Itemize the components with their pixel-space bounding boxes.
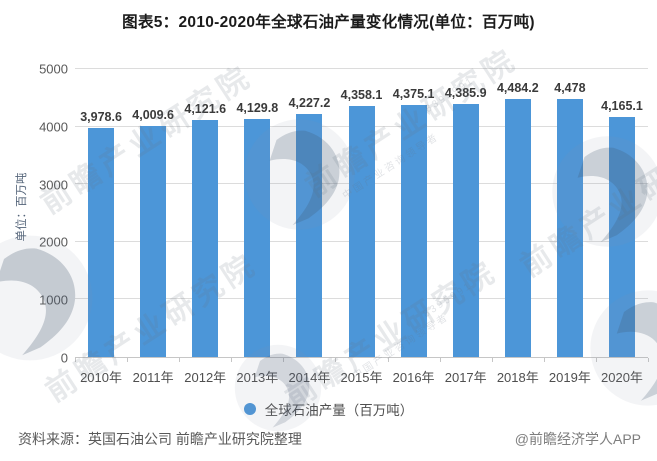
y-axis-tick-label: 4000: [39, 119, 68, 135]
x-axis-tick-label: 2016年: [392, 370, 435, 385]
plot-area: 3,978.6 4,009.6 4,121.6 4,129.8 4,227.2 4,358…: [75, 68, 649, 362]
bar-column: 4,009.6: [127, 69, 179, 357]
bar-column: 3,978.6: [75, 69, 127, 357]
x-axis-tick: [595, 358, 597, 362]
bar-value-label: 3,978.6: [80, 109, 122, 124]
x-axis-tick-label: 2012年: [184, 370, 227, 385]
bar-value-label: 4,009.6: [132, 108, 174, 123]
bar: [608, 117, 635, 357]
bar-value-label: 4,121.6: [184, 101, 227, 116]
x-axis-tick: [231, 358, 233, 362]
x-axis-tick: [283, 358, 285, 362]
bar: [504, 98, 531, 357]
x-axis-labels: 2010年 2011年 2012年 2013年 2014年 2015年 2016年 2017年…: [75, 367, 648, 386]
y-axis-tick-label: 1000: [39, 292, 68, 308]
x-axis-tick: [127, 358, 129, 362]
bar: [556, 99, 583, 357]
y-axis-tick-label: 3000: [39, 177, 68, 193]
bar: [140, 126, 167, 357]
bar-value-label: 4,375.1: [392, 87, 435, 101]
x-axis-tick-label: 2020年: [601, 370, 643, 385]
bar-column: 4,385.9: [440, 69, 492, 357]
x-axis-tick: [543, 358, 545, 362]
x-axis-tick-label: 2015年: [340, 370, 383, 385]
x-axis-tick: [75, 358, 76, 362]
legend-label: 全球石油产量（百万吨）: [264, 403, 414, 418]
bar: [296, 113, 323, 357]
bar-column: 4,478: [544, 69, 596, 357]
x-axis-tick: [491, 358, 493, 362]
x-axis-tick-label: 2014年: [288, 370, 331, 385]
bar: [348, 105, 375, 357]
bars-container: 3,978.6 4,009.6 4,121.6 4,129.8 4,227.2 4,358…: [75, 69, 648, 357]
bar-column: 4,484.2: [492, 69, 544, 357]
y-axis-tick-label: 5000: [39, 61, 68, 77]
y-axis-tick-label: 0: [60, 350, 68, 366]
x-axis-tick: [648, 358, 649, 362]
legend: 全球石油产量（百万吨）: [0, 399, 657, 419]
legend-marker-icon: [243, 403, 256, 415]
x-axis-tick-label: 2018年: [496, 370, 539, 385]
x-axis-tick-label: 2019年: [548, 370, 591, 385]
bar-column: 4,358.1: [335, 69, 387, 357]
x-axis-tick: [387, 358, 389, 362]
credit-note: @前瞻经济学人APP: [514, 431, 641, 447]
x-axis-tick-label: 2011年: [132, 370, 174, 385]
bar: [400, 105, 427, 357]
x-axis-tick: [335, 358, 337, 362]
bar-column: 4,375.1: [388, 69, 440, 357]
bar-column: 4,165.1: [596, 69, 648, 357]
bar: [244, 119, 271, 357]
bar: [192, 119, 219, 357]
source-note: 资料来源：英国石油公司 前瞻产业研究院整理: [18, 431, 302, 447]
x-axis-tick: [439, 358, 441, 362]
y-axis-tick-labels: 0 1000 2000 3000 4000 5000: [0, 62, 68, 366]
bar-value-label: 4,478: [554, 81, 586, 96]
x-axis-tick-label: 2013年: [236, 370, 279, 385]
footer: 资料来源：英国石油公司 前瞻产业研究院整理 @前瞻经济学人APP: [18, 429, 641, 449]
bar-value-label: 4,385.9: [444, 86, 487, 101]
bar-value-label: 4,227.2: [288, 95, 331, 110]
bar-column: 4,129.8: [231, 69, 283, 357]
y-axis-tick-label: 2000: [39, 234, 68, 250]
x-axis-tick-label: 2010年: [80, 370, 122, 385]
bar-value-label: 4,358.1: [340, 87, 383, 102]
chart-title: 图表5：2010-2020年全球石油产量变化情况(单位：百万吨): [122, 14, 535, 31]
bar-column: 4,227.2: [283, 69, 335, 357]
bar-value-label: 4,129.8: [236, 101, 279, 116]
bar-value-label: 4,165.1: [601, 99, 643, 114]
bar: [452, 104, 479, 357]
gridline: [75, 68, 648, 69]
x-axis-tick-label: 2017年: [444, 370, 487, 385]
bar: [88, 127, 115, 357]
bar-value-label: 4,484.2: [496, 80, 539, 95]
x-axis-tick: [179, 358, 181, 362]
bar-column: 4,121.6: [179, 69, 231, 357]
